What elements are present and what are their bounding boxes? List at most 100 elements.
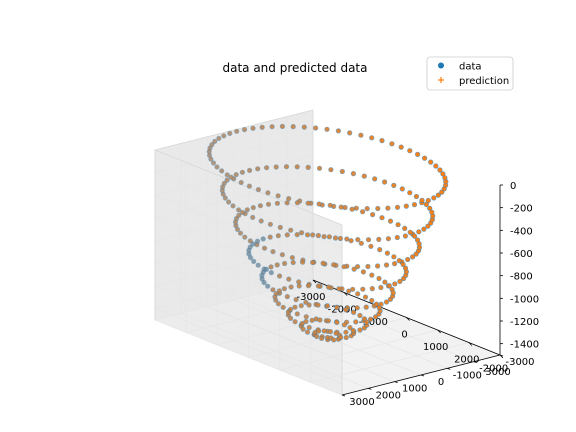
prediction-point [355,291,360,296]
prediction-point [322,328,327,333]
prediction-point [327,234,332,239]
prediction-point [222,181,227,186]
prediction-point [225,172,230,177]
prediction-point [342,264,347,269]
data-point-shade [223,195,228,201]
prediction-point [431,195,436,200]
prediction-point [360,287,365,292]
prediction-point [328,167,333,172]
prediction-point [349,238,354,243]
prediction-point [350,207,355,212]
prediction-point [239,180,244,185]
prediction-point [424,202,429,207]
prediction-point [389,141,394,146]
prediction-point [328,329,333,334]
prediction-point [400,186,405,191]
prediction-point [251,205,256,210]
prediction-point [368,244,373,249]
prediction-point [313,126,318,130]
prediction-point [317,202,322,206]
data-point-shade [212,139,217,144]
y-tick-label: -3000 [505,357,534,368]
prediction-point [247,168,252,173]
prediction-point [314,334,319,339]
prediction-point [286,277,291,282]
prediction-point [375,206,380,211]
data-point-shade [276,301,281,306]
data-point-shade [255,166,260,171]
prediction-point [364,320,369,325]
prediction-point [276,193,281,198]
prediction-point [310,318,315,323]
prediction-point [295,164,300,169]
prediction-point [247,184,252,189]
prediction-point [357,313,362,318]
prediction-point [348,325,352,330]
prediction-point [221,133,226,138]
data-points [206,123,449,343]
data-point-shade [286,276,291,282]
prediction-point [306,201,311,206]
prediction-point [233,223,238,228]
prediction-point [401,262,406,267]
prediction-point [403,234,408,238]
data-point-shade [277,273,282,279]
prediction-point [285,232,290,237]
data-point-shade [250,215,255,220]
prediction-point [310,232,315,237]
prediction-point [322,234,327,239]
legend-data-marker [438,62,444,69]
prediction-point [369,273,374,278]
prediction-point [387,283,392,288]
prediction-point [405,257,410,262]
prediction-point [346,289,351,294]
x-tick-label: -2000 [328,305,357,316]
prediction-point [420,198,424,203]
legend-frame [426,56,514,91]
prediction-point [429,210,434,215]
prediction-point [415,238,420,242]
prediction-point [207,153,212,158]
prediction-point [338,335,343,340]
data-point-shade [207,153,212,158]
prediction-point [260,125,265,130]
data-point-shade [233,223,239,228]
prediction-point [377,247,382,252]
prediction-point [392,261,397,266]
data-point-shade [261,270,266,275]
prediction-point [355,237,360,242]
prediction-point [276,301,281,306]
prediction-point [275,262,280,267]
prediction-point [234,129,239,134]
prediction-point [286,196,291,201]
data-point-shade [220,184,225,189]
prediction-point [220,184,225,189]
data-point-shade [285,294,290,299]
prediction-point [274,165,279,169]
prediction-point [235,227,240,232]
prediction-point [338,236,343,241]
prediction-point [428,160,433,165]
prediction-point [365,206,370,211]
data-point-shade [230,203,236,209]
prediction-point [328,203,333,208]
prediction-point [336,286,341,291]
prediction-point [370,286,375,291]
prediction-point [321,261,326,266]
prediction-point [284,164,289,169]
prediction-point [305,232,310,237]
prediction-point [299,303,304,308]
data-point-shade [250,241,256,247]
prediction-point [282,286,287,291]
prediction-point [392,281,397,286]
data-point-shade [239,180,244,185]
prediction-point [388,219,393,224]
tick-labels: -3000-2000-10000100020003000-3000-2000-1… [296,181,539,408]
prediction-point [302,125,307,130]
data-point-shade [220,188,225,193]
prediction-point [373,314,378,319]
prediction-point [378,285,383,290]
prediction-point [307,325,312,330]
data-point-shade [275,193,281,198]
prediction-point [314,317,319,321]
